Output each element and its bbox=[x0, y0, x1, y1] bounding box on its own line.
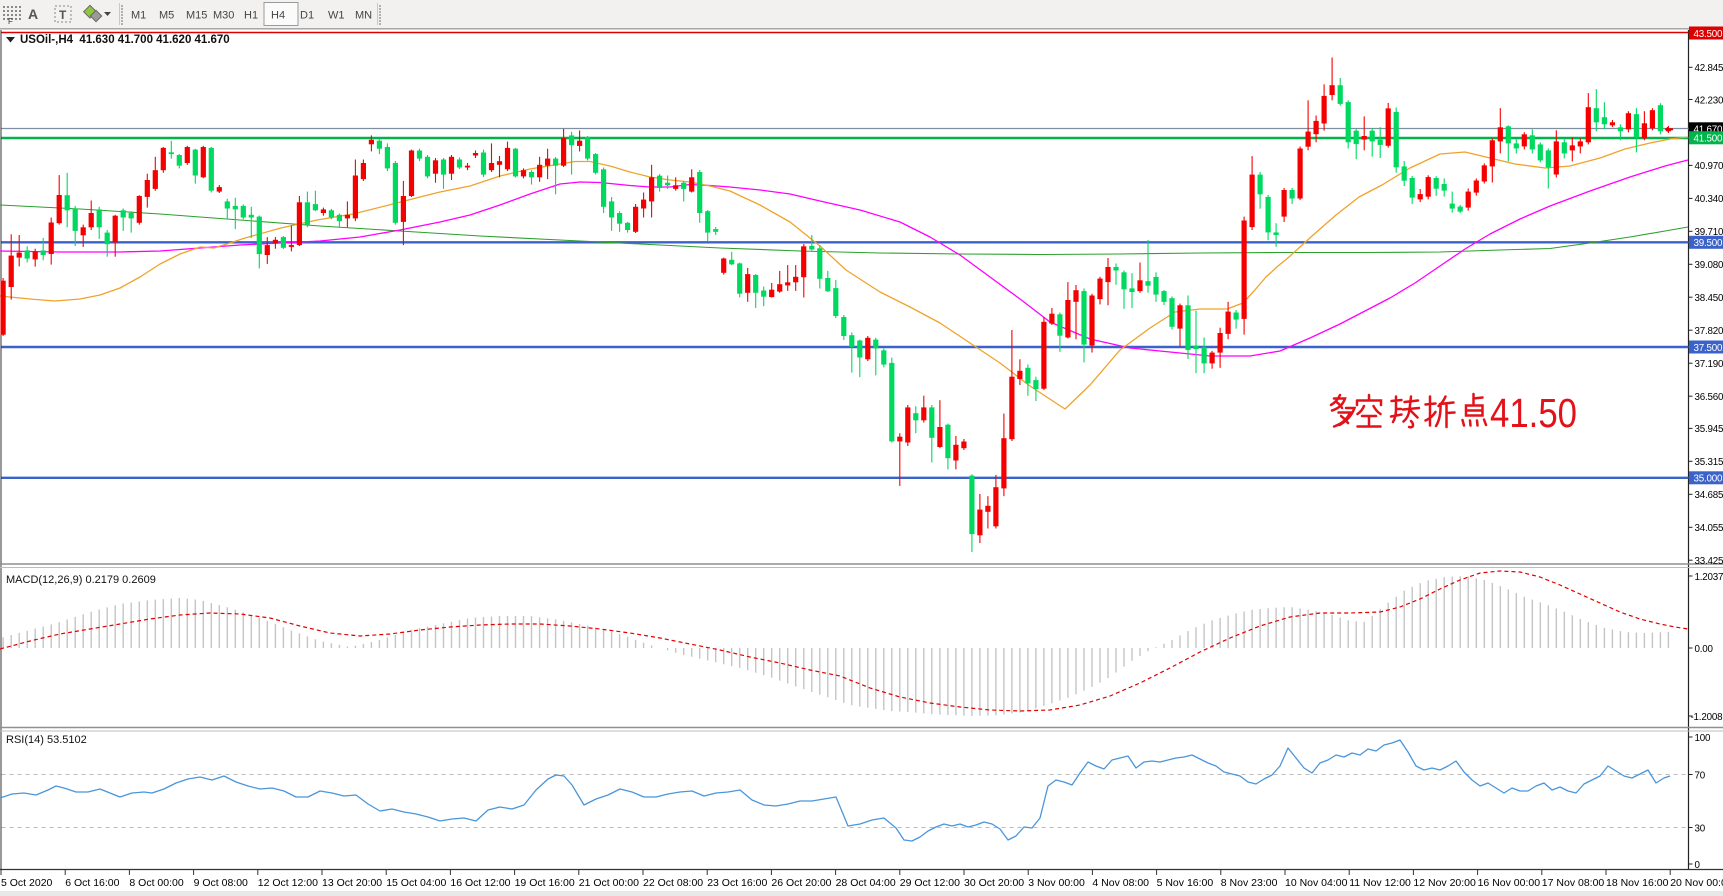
svg-text:17 Nov 08:00: 17 Nov 08:00 bbox=[1542, 877, 1605, 889]
svg-text:M30: M30 bbox=[213, 10, 234, 22]
svg-text:41.500: 41.500 bbox=[1694, 134, 1723, 145]
svg-text:12 Nov 20:00: 12 Nov 20:00 bbox=[1413, 877, 1476, 889]
svg-text:40.970: 40.970 bbox=[1695, 161, 1723, 172]
svg-text:M5: M5 bbox=[159, 10, 174, 22]
svg-text:35.945: 35.945 bbox=[1695, 424, 1723, 435]
svg-text:9 Oct 08:00: 9 Oct 08:00 bbox=[194, 877, 248, 889]
svg-text:21 Oct 00:00: 21 Oct 00:00 bbox=[579, 877, 639, 889]
svg-text:6 Oct 16:00: 6 Oct 16:00 bbox=[65, 877, 119, 889]
svg-text:MN: MN bbox=[355, 10, 372, 22]
svg-text:38.450: 38.450 bbox=[1695, 293, 1723, 304]
svg-text:43.500: 43.500 bbox=[1694, 29, 1723, 40]
svg-text:13 Oct 20:00: 13 Oct 20:00 bbox=[322, 877, 382, 889]
svg-text:H1: H1 bbox=[244, 10, 258, 22]
svg-text:4 Nov 08:00: 4 Nov 08:00 bbox=[1092, 877, 1149, 889]
svg-text:5 Oct 2020: 5 Oct 2020 bbox=[1, 877, 53, 889]
svg-text:26 Oct 20:00: 26 Oct 20:00 bbox=[771, 877, 831, 889]
svg-text:-1.2008: -1.2008 bbox=[1691, 712, 1723, 723]
svg-text:W1: W1 bbox=[328, 10, 345, 22]
svg-text:0: 0 bbox=[1695, 860, 1701, 871]
svg-text:0.00: 0.00 bbox=[1695, 644, 1714, 655]
svg-text:42.230: 42.230 bbox=[1695, 95, 1723, 106]
svg-text:USOil-,H4 41.630 41.700 41.62: USOil-,H4 41.630 41.700 41.620 41.670 bbox=[20, 34, 230, 46]
svg-text:35.315: 35.315 bbox=[1695, 457, 1723, 468]
svg-text:39.500: 39.500 bbox=[1694, 238, 1723, 249]
svg-text:T: T bbox=[59, 8, 67, 22]
svg-text:34.685: 34.685 bbox=[1695, 490, 1723, 501]
svg-text:8 Nov 23:00: 8 Nov 23:00 bbox=[1221, 877, 1278, 889]
svg-text:30: 30 bbox=[1695, 823, 1706, 834]
svg-text:MACD(12,26,9) 0.2179 0.2609: MACD(12,26,9) 0.2179 0.2609 bbox=[6, 574, 156, 586]
svg-text:23 Oct 16:00: 23 Oct 16:00 bbox=[707, 877, 767, 889]
svg-text:37.820: 37.820 bbox=[1695, 326, 1723, 337]
svg-text:42.845: 42.845 bbox=[1695, 63, 1723, 74]
svg-text:5 Nov 16:00: 5 Nov 16:00 bbox=[1157, 877, 1214, 889]
svg-text:37.500: 37.500 bbox=[1694, 343, 1723, 354]
svg-text:12 Oct 12:00: 12 Oct 12:00 bbox=[258, 877, 318, 889]
svg-text:M15: M15 bbox=[186, 10, 207, 22]
svg-text:15 Oct 04:00: 15 Oct 04:00 bbox=[386, 877, 446, 889]
svg-text:H4: H4 bbox=[271, 10, 285, 22]
svg-text:39.710: 39.710 bbox=[1695, 227, 1723, 238]
svg-text:39.080: 39.080 bbox=[1695, 260, 1723, 271]
svg-text:36.560: 36.560 bbox=[1695, 392, 1723, 403]
svg-text:A: A bbox=[28, 6, 38, 22]
svg-text:100: 100 bbox=[1695, 733, 1711, 744]
svg-text:M1: M1 bbox=[131, 10, 146, 22]
svg-text:RSI(14) 53.5102: RSI(14) 53.5102 bbox=[6, 734, 87, 746]
svg-text:19 Oct 16:00: 19 Oct 16:00 bbox=[515, 877, 575, 889]
svg-text:37.190: 37.190 bbox=[1695, 359, 1723, 370]
svg-text:41.50: 41.50 bbox=[1490, 390, 1577, 436]
svg-text:29 Oct 12:00: 29 Oct 12:00 bbox=[900, 877, 960, 889]
svg-text:18 Nov 16:00: 18 Nov 16:00 bbox=[1606, 877, 1669, 889]
svg-text:20 Nov 00:00: 20 Nov 00:00 bbox=[1670, 877, 1723, 889]
svg-text:30 Oct 20:00: 30 Oct 20:00 bbox=[964, 877, 1024, 889]
svg-text:41.670: 41.670 bbox=[1694, 125, 1723, 136]
svg-text:F: F bbox=[8, 17, 13, 26]
svg-text:16 Nov 00:00: 16 Nov 00:00 bbox=[1478, 877, 1541, 889]
svg-text:70: 70 bbox=[1695, 770, 1706, 781]
svg-text:28 Oct 04:00: 28 Oct 04:00 bbox=[836, 877, 896, 889]
svg-text:22 Oct 08:00: 22 Oct 08:00 bbox=[643, 877, 703, 889]
svg-text:34.055: 34.055 bbox=[1695, 523, 1723, 534]
svg-text:8 Oct 00:00: 8 Oct 00:00 bbox=[129, 877, 183, 889]
svg-text:16 Oct 12:00: 16 Oct 12:00 bbox=[450, 877, 510, 889]
svg-text:33.425: 33.425 bbox=[1695, 556, 1723, 567]
svg-text:1.2037: 1.2037 bbox=[1695, 572, 1723, 583]
svg-text:D1: D1 bbox=[300, 10, 314, 22]
svg-text:40.340: 40.340 bbox=[1695, 194, 1723, 205]
svg-text:3 Nov 00:00: 3 Nov 00:00 bbox=[1028, 877, 1085, 889]
svg-text:10 Nov 04:00: 10 Nov 04:00 bbox=[1285, 877, 1348, 889]
svg-text:11 Nov 12:00: 11 Nov 12:00 bbox=[1349, 877, 1411, 889]
svg-text:35.000: 35.000 bbox=[1694, 474, 1723, 485]
